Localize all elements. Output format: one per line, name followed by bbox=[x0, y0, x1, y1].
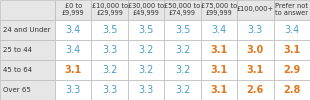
Bar bbox=[91, 40, 128, 60]
Bar bbox=[128, 40, 164, 60]
Bar bbox=[0, 60, 55, 80]
Text: £0 to
£9,999: £0 to £9,999 bbox=[62, 3, 85, 16]
Text: 3.1: 3.1 bbox=[210, 85, 228, 95]
Bar bbox=[201, 80, 237, 100]
Text: 25 to 44: 25 to 44 bbox=[3, 47, 32, 53]
Text: 3.2: 3.2 bbox=[175, 85, 190, 95]
Bar bbox=[91, 80, 128, 100]
Bar bbox=[128, 20, 164, 40]
Bar bbox=[164, 60, 201, 80]
Text: £75,000 to
£99,999: £75,000 to £99,999 bbox=[201, 3, 237, 16]
Text: 3.4: 3.4 bbox=[66, 25, 81, 35]
Bar bbox=[237, 0, 273, 20]
Bar bbox=[91, 60, 128, 80]
Text: £30,000 to
£49,999: £30,000 to £49,999 bbox=[128, 3, 164, 16]
Bar bbox=[237, 80, 273, 100]
Text: 3.5: 3.5 bbox=[102, 25, 117, 35]
Text: 3.1: 3.1 bbox=[210, 45, 228, 55]
Bar bbox=[55, 40, 91, 60]
Text: 3.3: 3.3 bbox=[102, 45, 117, 55]
Bar bbox=[0, 80, 55, 100]
Bar bbox=[128, 0, 164, 20]
Text: £50,000 to
£74,999: £50,000 to £74,999 bbox=[164, 3, 201, 16]
Bar bbox=[164, 0, 201, 20]
Text: 3.1: 3.1 bbox=[64, 65, 82, 75]
Bar bbox=[55, 20, 91, 40]
Bar bbox=[0, 40, 55, 60]
Bar bbox=[273, 0, 310, 20]
Text: 3.1: 3.1 bbox=[210, 65, 228, 75]
Text: £100,000+: £100,000+ bbox=[237, 6, 274, 12]
Bar bbox=[55, 80, 91, 100]
Bar bbox=[237, 60, 273, 80]
Bar bbox=[128, 60, 164, 80]
Bar bbox=[201, 0, 237, 20]
Bar bbox=[273, 60, 310, 80]
Text: 3.2: 3.2 bbox=[102, 65, 117, 75]
Bar bbox=[237, 20, 273, 40]
Text: 3.2: 3.2 bbox=[175, 65, 190, 75]
Text: 3.4: 3.4 bbox=[284, 25, 299, 35]
Bar bbox=[201, 60, 237, 80]
Text: 45 to 64: 45 to 64 bbox=[3, 67, 32, 73]
Bar bbox=[55, 0, 91, 20]
Bar bbox=[128, 80, 164, 100]
Text: 24 and Under: 24 and Under bbox=[3, 27, 51, 33]
Text: 3.5: 3.5 bbox=[138, 25, 154, 35]
Bar bbox=[55, 60, 91, 80]
Text: 2.6: 2.6 bbox=[247, 85, 264, 95]
Text: 3.0: 3.0 bbox=[247, 45, 264, 55]
Text: 3.2: 3.2 bbox=[138, 65, 154, 75]
Bar bbox=[164, 40, 201, 60]
Bar bbox=[91, 20, 128, 40]
Text: 3.4: 3.4 bbox=[211, 25, 227, 35]
Bar bbox=[91, 0, 128, 20]
Bar bbox=[201, 20, 237, 40]
Bar bbox=[237, 40, 273, 60]
Text: 3.3: 3.3 bbox=[248, 25, 263, 35]
Text: 3.5: 3.5 bbox=[175, 25, 190, 35]
Text: £10,000 to
£29,999: £10,000 to £29,999 bbox=[91, 3, 128, 16]
Bar bbox=[0, 20, 55, 40]
Text: 3.1: 3.1 bbox=[247, 65, 264, 75]
Text: 3.2: 3.2 bbox=[175, 45, 190, 55]
Text: 3.3: 3.3 bbox=[102, 85, 117, 95]
Text: Over 65: Over 65 bbox=[3, 87, 31, 93]
Text: 3.3: 3.3 bbox=[66, 85, 81, 95]
Text: 3.3: 3.3 bbox=[139, 85, 154, 95]
Text: Prefer not
to answer: Prefer not to answer bbox=[275, 3, 308, 16]
Bar bbox=[0, 0, 55, 20]
Bar bbox=[164, 20, 201, 40]
Bar bbox=[273, 20, 310, 40]
Text: 3.4: 3.4 bbox=[66, 45, 81, 55]
Bar bbox=[201, 40, 237, 60]
Bar bbox=[164, 80, 201, 100]
Text: 2.9: 2.9 bbox=[283, 65, 300, 75]
Bar bbox=[273, 80, 310, 100]
Bar bbox=[273, 40, 310, 60]
Text: 3.1: 3.1 bbox=[283, 45, 300, 55]
Text: 2.8: 2.8 bbox=[283, 85, 300, 95]
Text: 3.2: 3.2 bbox=[138, 45, 154, 55]
